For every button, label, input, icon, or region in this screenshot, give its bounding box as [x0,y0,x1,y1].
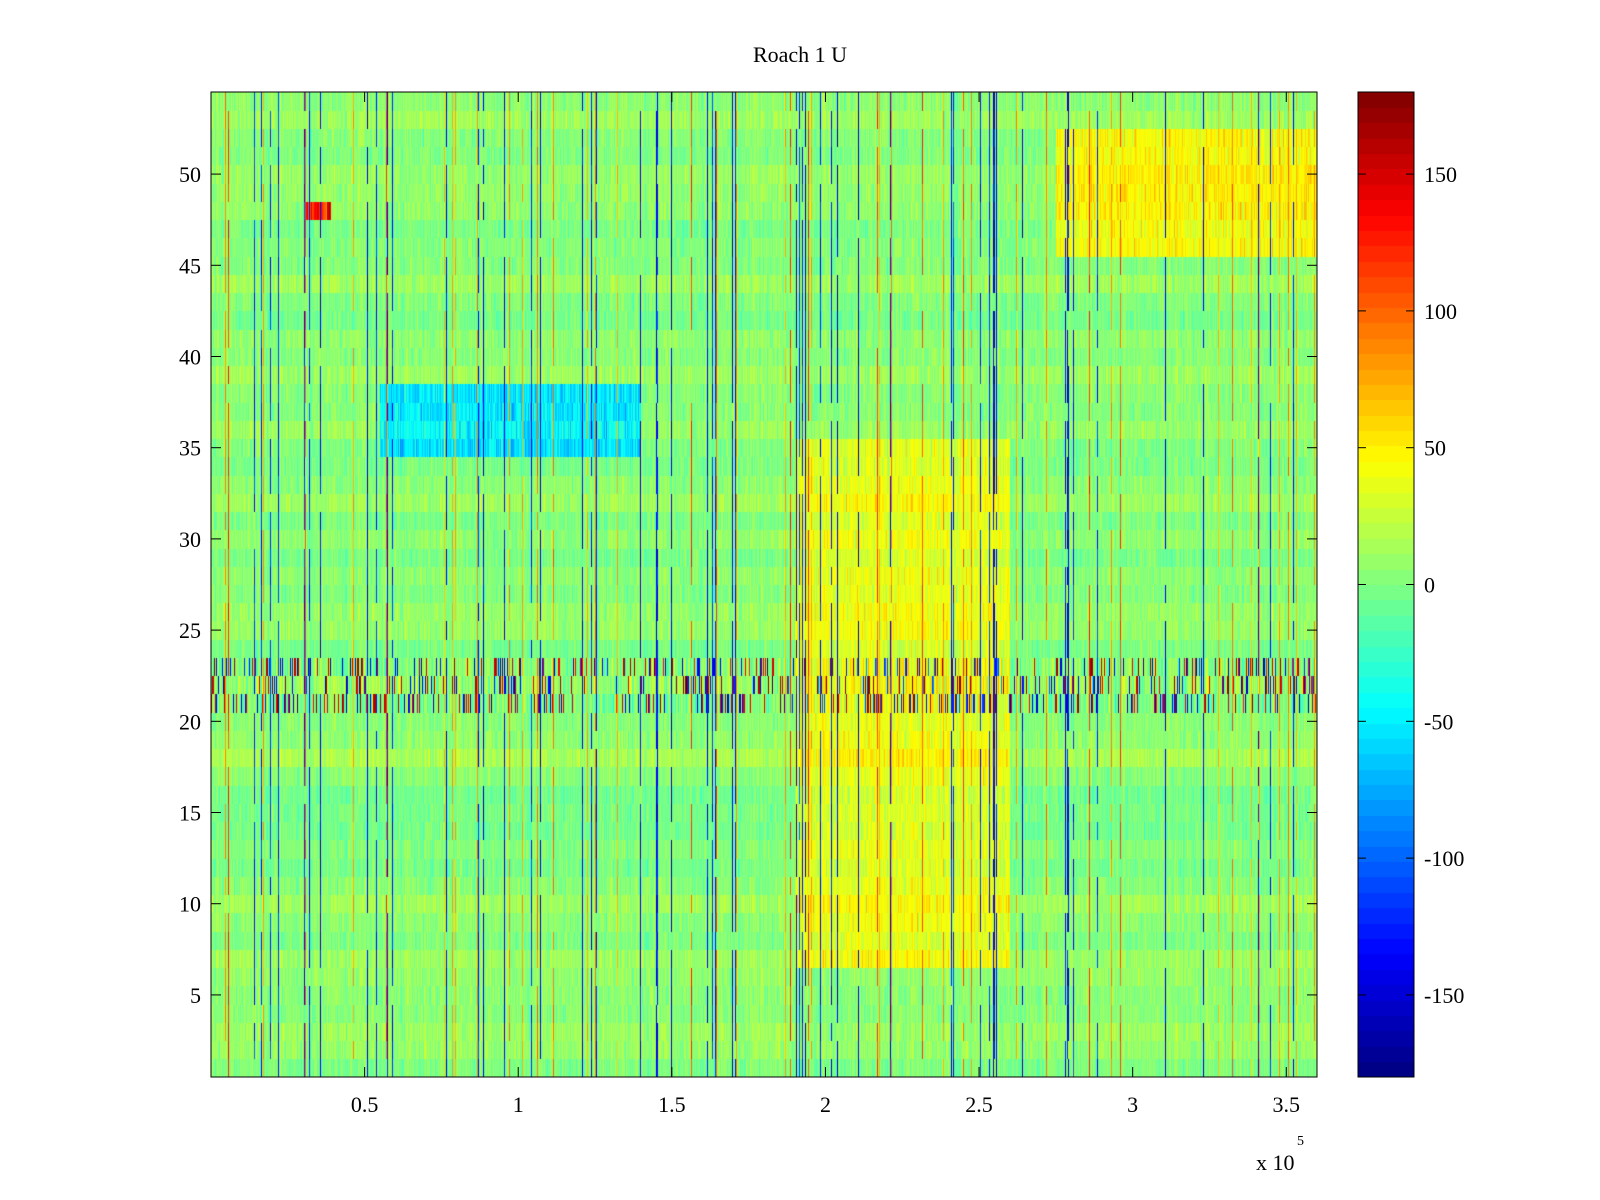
x-axis-multiplier-exponent: 5 [1297,1134,1304,1149]
colorbar-tick-label: 50 [1424,436,1446,461]
y-tick-label: 45 [179,253,201,278]
x-tick-label: 0.5 [351,1092,379,1117]
y-axis: 5 10 15 20 25 30 35 40 45 50 [179,162,1317,1008]
colorbar-tick-label: -150 [1424,983,1464,1008]
x-tick-label: 2 [820,1092,831,1117]
chart-title: Roach 1 U [752,42,848,67]
x-tick-label: 2.5 [965,1092,993,1117]
y-tick-label: 35 [179,436,201,461]
y-tick-label: 30 [179,527,201,552]
y-tick-label: 15 [179,801,201,826]
heatmap-plot-area [211,92,1317,1077]
x-tick-label: 3.5 [1273,1092,1301,1117]
colorbar-tick-label: 0 [1424,573,1435,598]
colorbar-tick-label: -100 [1424,846,1464,871]
colorbar-tick-label: 100 [1424,299,1457,324]
x-tick-label: 1.5 [658,1092,686,1117]
y-tick-label: 50 [179,162,201,187]
x-axis: 0.5 1 1.5 2 2.5 3 3.5 [351,92,1300,1117]
y-tick-label: 20 [179,709,201,734]
x-tick-label: 1 [513,1092,524,1117]
colorbar-axis: 150 100 50 0 -50 -100 -150 [1358,162,1464,1008]
colorbar-frame [1357,91,1415,1078]
colorbar-tick-label: -50 [1424,709,1453,734]
y-tick-label: 5 [190,983,201,1008]
plot-frame [210,91,1318,1078]
y-tick-label: 40 [179,344,201,369]
colorbar-tick-label: 150 [1424,162,1457,187]
y-tick-label: 25 [179,618,201,643]
y-tick-label: 10 [179,892,201,917]
colorbar [1358,92,1414,1077]
x-tick-label: 3 [1127,1092,1138,1117]
x-axis-multiplier: x 10 [1256,1150,1295,1175]
